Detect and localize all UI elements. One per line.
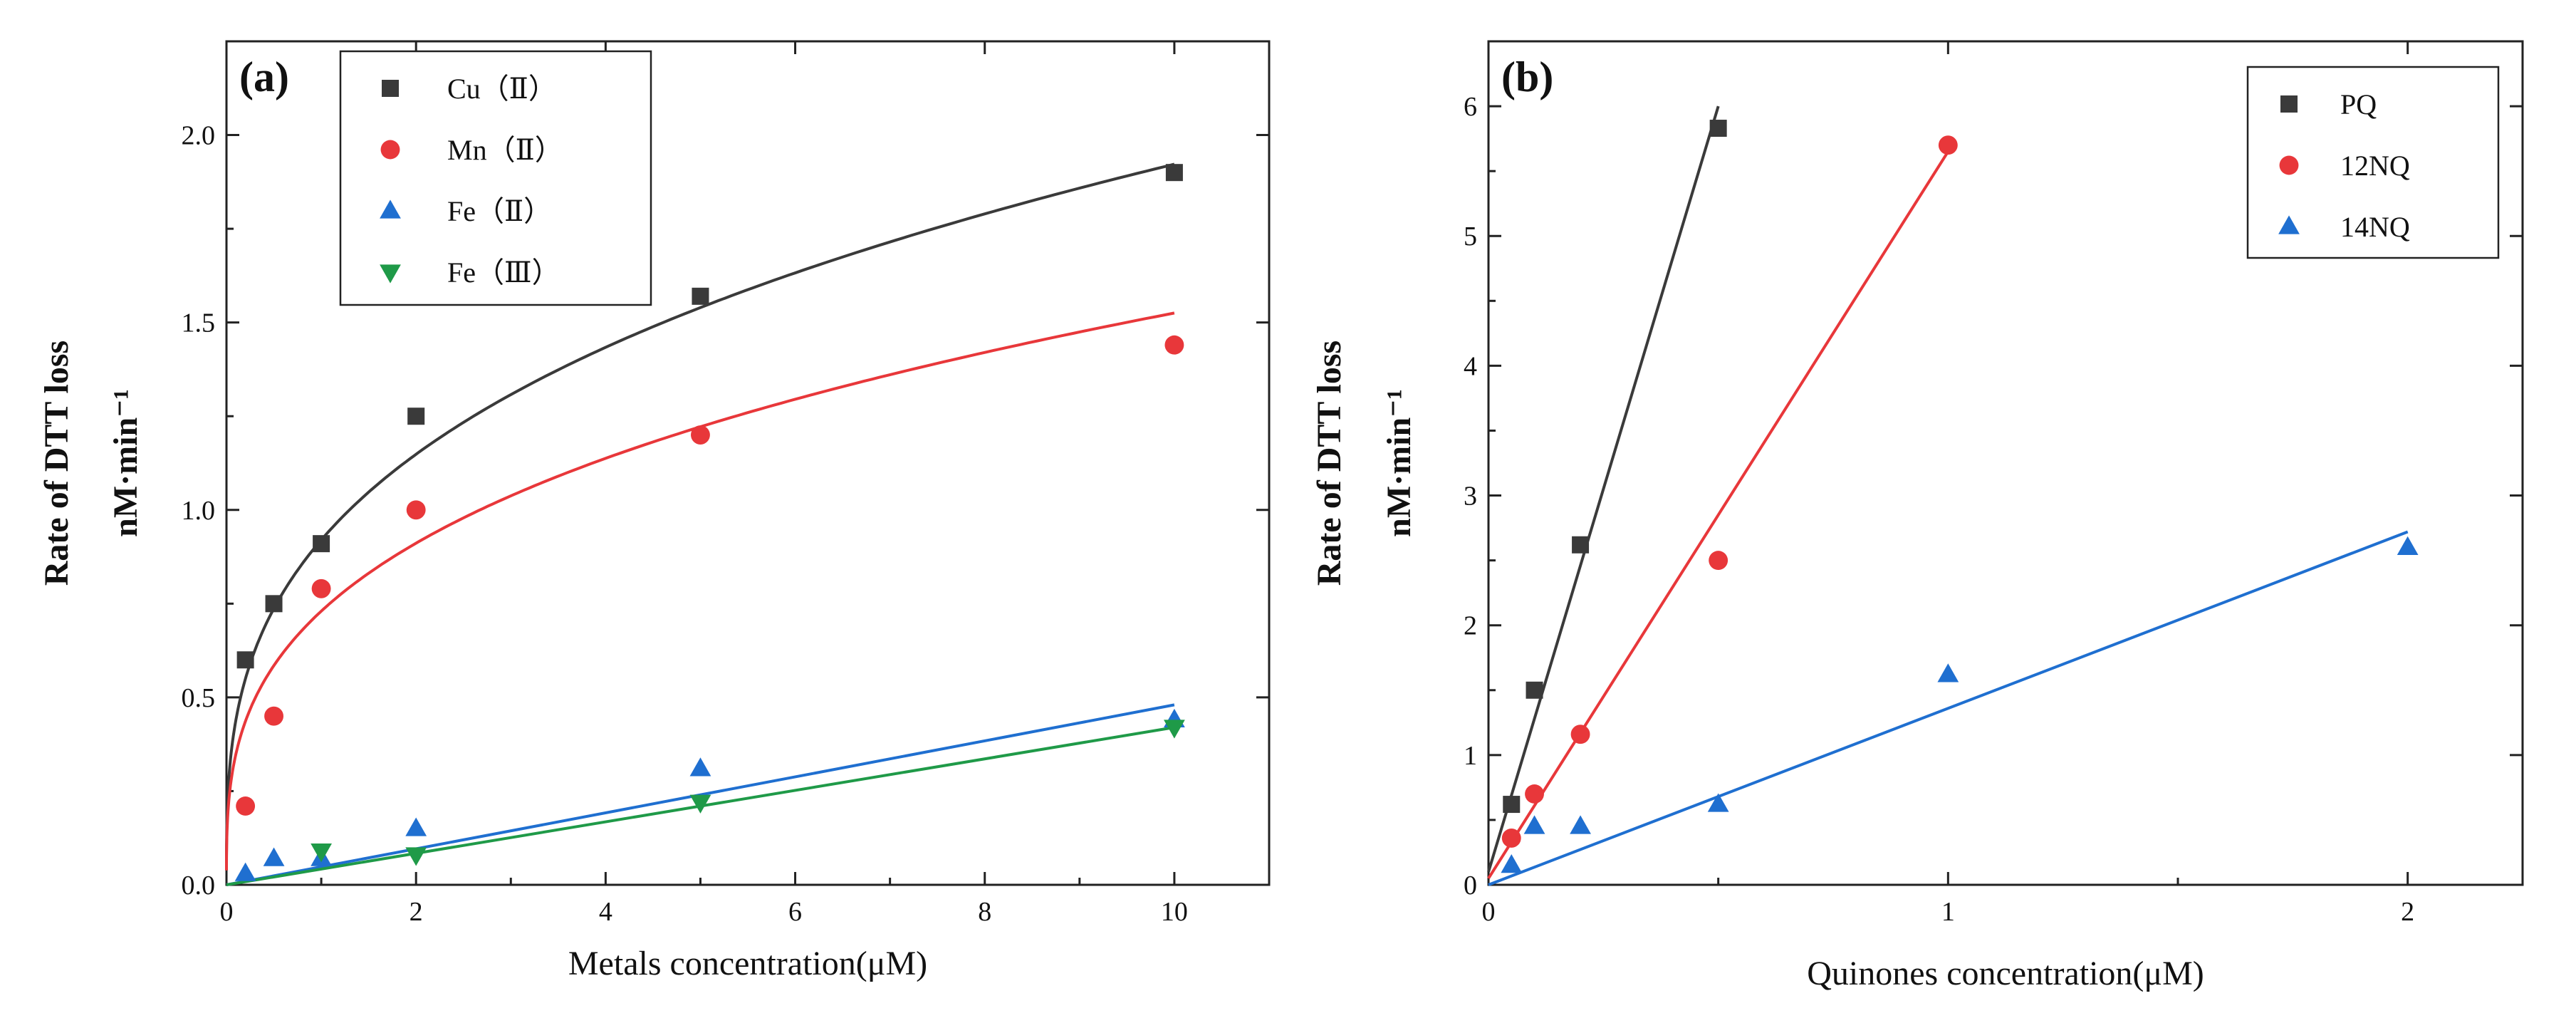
x-tick-label: 0 xyxy=(1482,897,1496,927)
data-point xyxy=(405,817,427,836)
legend-label: 12NQ xyxy=(2340,150,2410,182)
x-axis-label: Metals concentration(μM) xyxy=(568,945,927,982)
data-point xyxy=(1501,828,1521,848)
data-point xyxy=(406,500,426,520)
data-point xyxy=(236,651,254,669)
data-point xyxy=(1572,536,1590,554)
chart-panel-a: 0 2 4 6 8 10 0.0 0.5 1.0 1.5 2.0 Metals concentrati… xyxy=(38,40,1271,982)
panel-label: (b) xyxy=(1501,53,1553,100)
data-point xyxy=(405,847,427,866)
plot-frame xyxy=(225,40,1271,886)
x-tick-label: 1 xyxy=(1941,897,1955,927)
x-tick-label: 2 xyxy=(410,897,423,927)
y-tick-label: 6 xyxy=(1464,92,1477,122)
x-tick-label: 4 xyxy=(599,897,612,927)
data-point xyxy=(1165,164,1183,182)
data-point xyxy=(691,425,710,445)
y-tick-label: 0.0 xyxy=(182,871,216,900)
data-point xyxy=(1570,815,1591,834)
data-point xyxy=(264,706,283,726)
legend-label: PQ xyxy=(2340,88,2377,120)
data-point xyxy=(1523,815,1545,834)
fit-line xyxy=(1488,530,2409,886)
chart-panel-b: 0 1 2 0 1 2 3 4 5 6 Quinones concentration(μM) Rate… xyxy=(1310,40,2524,992)
data-point xyxy=(311,843,332,863)
data-point xyxy=(313,535,330,553)
legend-label: Fe（Ⅱ） xyxy=(447,195,552,227)
x-tick-label: 8 xyxy=(978,897,991,927)
y-axis-label: Rate of DTT loss xyxy=(1310,341,1348,586)
y-tick-label: 4 xyxy=(1464,351,1477,381)
plot-frame xyxy=(1487,40,2524,886)
data-point xyxy=(1525,784,1544,804)
data-point xyxy=(1709,120,1727,137)
y-tick-label: 1.5 xyxy=(182,308,216,338)
y-tick-label: 0 xyxy=(1464,871,1477,900)
legend-marker xyxy=(2278,215,2300,234)
data-point xyxy=(311,578,331,598)
data-point xyxy=(1707,793,1729,812)
legend-marker xyxy=(380,140,400,160)
y-tick-label: 2.0 xyxy=(182,121,216,151)
legend: PQ 12NQ 14NQ xyxy=(2246,66,2500,259)
legend-marker xyxy=(382,80,399,97)
data-point xyxy=(692,287,709,305)
y-tick-label: 5 xyxy=(1464,222,1477,251)
legend-label: Cu（Ⅱ） xyxy=(447,73,557,105)
legend: Cu（Ⅱ） Mn（Ⅱ） Fe（Ⅱ） Fe（Ⅲ） xyxy=(339,50,652,306)
x-tick-label: 6 xyxy=(788,897,802,927)
data-point xyxy=(236,796,256,816)
data-point xyxy=(1937,663,1959,682)
data-point xyxy=(689,757,711,777)
y-tick-label: 3 xyxy=(1464,482,1477,512)
data-point xyxy=(2397,536,2419,555)
data-point xyxy=(1164,335,1184,355)
fit-line xyxy=(225,311,1175,871)
y-tick-label: 0.5 xyxy=(182,683,216,713)
data-point xyxy=(1526,681,1543,699)
data-point xyxy=(1570,725,1590,744)
data-point xyxy=(265,595,283,613)
y-tick-label: 1.0 xyxy=(182,496,216,526)
legend-marker xyxy=(2280,95,2298,113)
data-point xyxy=(263,847,285,866)
data-point xyxy=(407,408,425,425)
y-axis-label: Rate of DTT loss xyxy=(38,341,75,586)
data-point xyxy=(1709,551,1728,571)
data-point xyxy=(1501,854,1523,873)
y-axis-unit: nM·min⁻¹ xyxy=(107,389,145,537)
x-tick-label: 2 xyxy=(2401,897,2414,927)
legend-label: Fe（Ⅲ） xyxy=(447,256,560,289)
data-point xyxy=(1164,720,1185,739)
panel-label: (a) xyxy=(239,53,289,100)
data-point xyxy=(234,862,256,881)
data-point xyxy=(1503,796,1521,814)
legend-label: Mn（Ⅱ） xyxy=(447,134,563,166)
y-axis-unit: nM·min⁻¹ xyxy=(1380,389,1418,537)
fit-line xyxy=(1487,105,1720,873)
x-tick-label: 10 xyxy=(1161,897,1188,927)
fit-line xyxy=(1487,150,1949,879)
legend-marker xyxy=(2279,155,2299,175)
x-tick-label: 0 xyxy=(220,897,234,927)
data-point xyxy=(689,794,711,814)
y-tick-label: 2 xyxy=(1464,611,1477,641)
legend-marker xyxy=(380,264,401,284)
legend-label: 14NQ xyxy=(2340,211,2410,243)
data-point xyxy=(1938,135,1958,155)
y-tick-label: 1 xyxy=(1464,741,1477,771)
x-axis-label: Quinones concentration(μM) xyxy=(1807,955,2204,992)
legend-marker xyxy=(380,199,401,219)
